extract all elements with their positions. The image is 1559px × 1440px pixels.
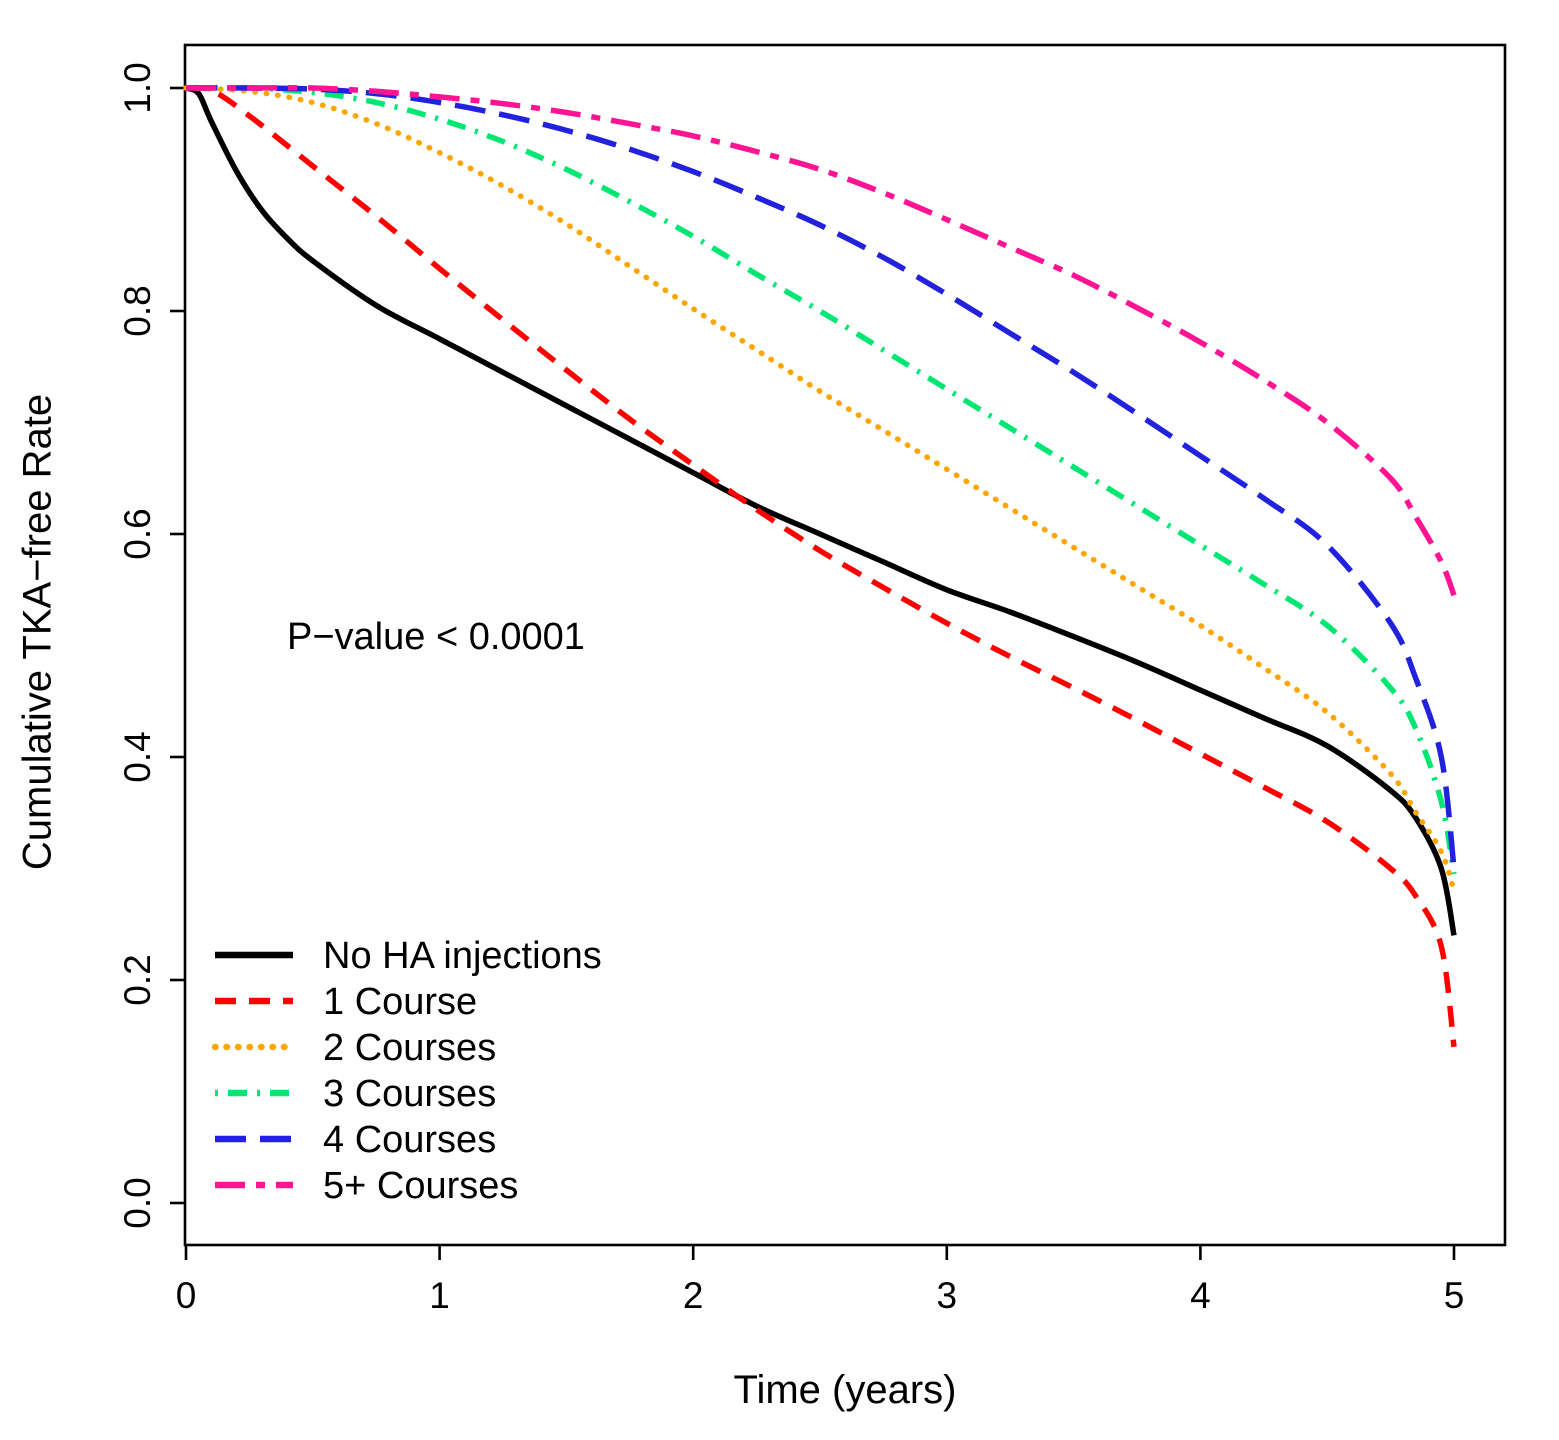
legend-label-4-courses: 4 Courses bbox=[323, 1119, 496, 1161]
series-line-1-course bbox=[185, 84, 1457, 1048]
y-tick-label: 0.0 bbox=[117, 1177, 158, 1228]
y-tick-label: 0.4 bbox=[117, 731, 158, 782]
legend-label-no-ha-injections: No HA injections bbox=[323, 935, 602, 977]
pvalue-annotation: P−value < 0.0001 bbox=[287, 616, 585, 658]
x-tick-label: 5 bbox=[1444, 1275, 1465, 1316]
x-tick-label: 1 bbox=[429, 1275, 450, 1316]
plot-border bbox=[183, 43, 1507, 1247]
x-tick-label: 2 bbox=[683, 1275, 704, 1316]
x-tick-label: 3 bbox=[937, 1275, 958, 1316]
x-tick-label: 0 bbox=[176, 1275, 197, 1316]
series-line-2-courses bbox=[183, 85, 1457, 894]
legend-label-3-courses: 3 Courses bbox=[323, 1073, 496, 1115]
y-tick-label: 0.2 bbox=[117, 954, 158, 1005]
x-tick-label: 4 bbox=[1190, 1275, 1211, 1316]
legend-label-2-courses: 2 Courses bbox=[323, 1027, 496, 1069]
legend-label-5-courses: 5+ Courses bbox=[323, 1165, 518, 1207]
legend-label-1-course: 1 Course bbox=[323, 981, 477, 1023]
y-tick-label: 0.6 bbox=[117, 508, 158, 559]
series-line-no-ha-injections bbox=[184, 85, 1457, 936]
series-line-3-courses bbox=[185, 84, 1457, 875]
series-line-4-courses bbox=[185, 85, 1457, 869]
y-tick-label: 1.0 bbox=[117, 62, 158, 113]
series-line-5-courses bbox=[185, 84, 1457, 597]
y-axis-label: Cumulative TKA−free Rate bbox=[15, 393, 60, 871]
x-axis-label: Time (years) bbox=[733, 1368, 957, 1412]
y-tick-label: 0.8 bbox=[117, 285, 158, 336]
